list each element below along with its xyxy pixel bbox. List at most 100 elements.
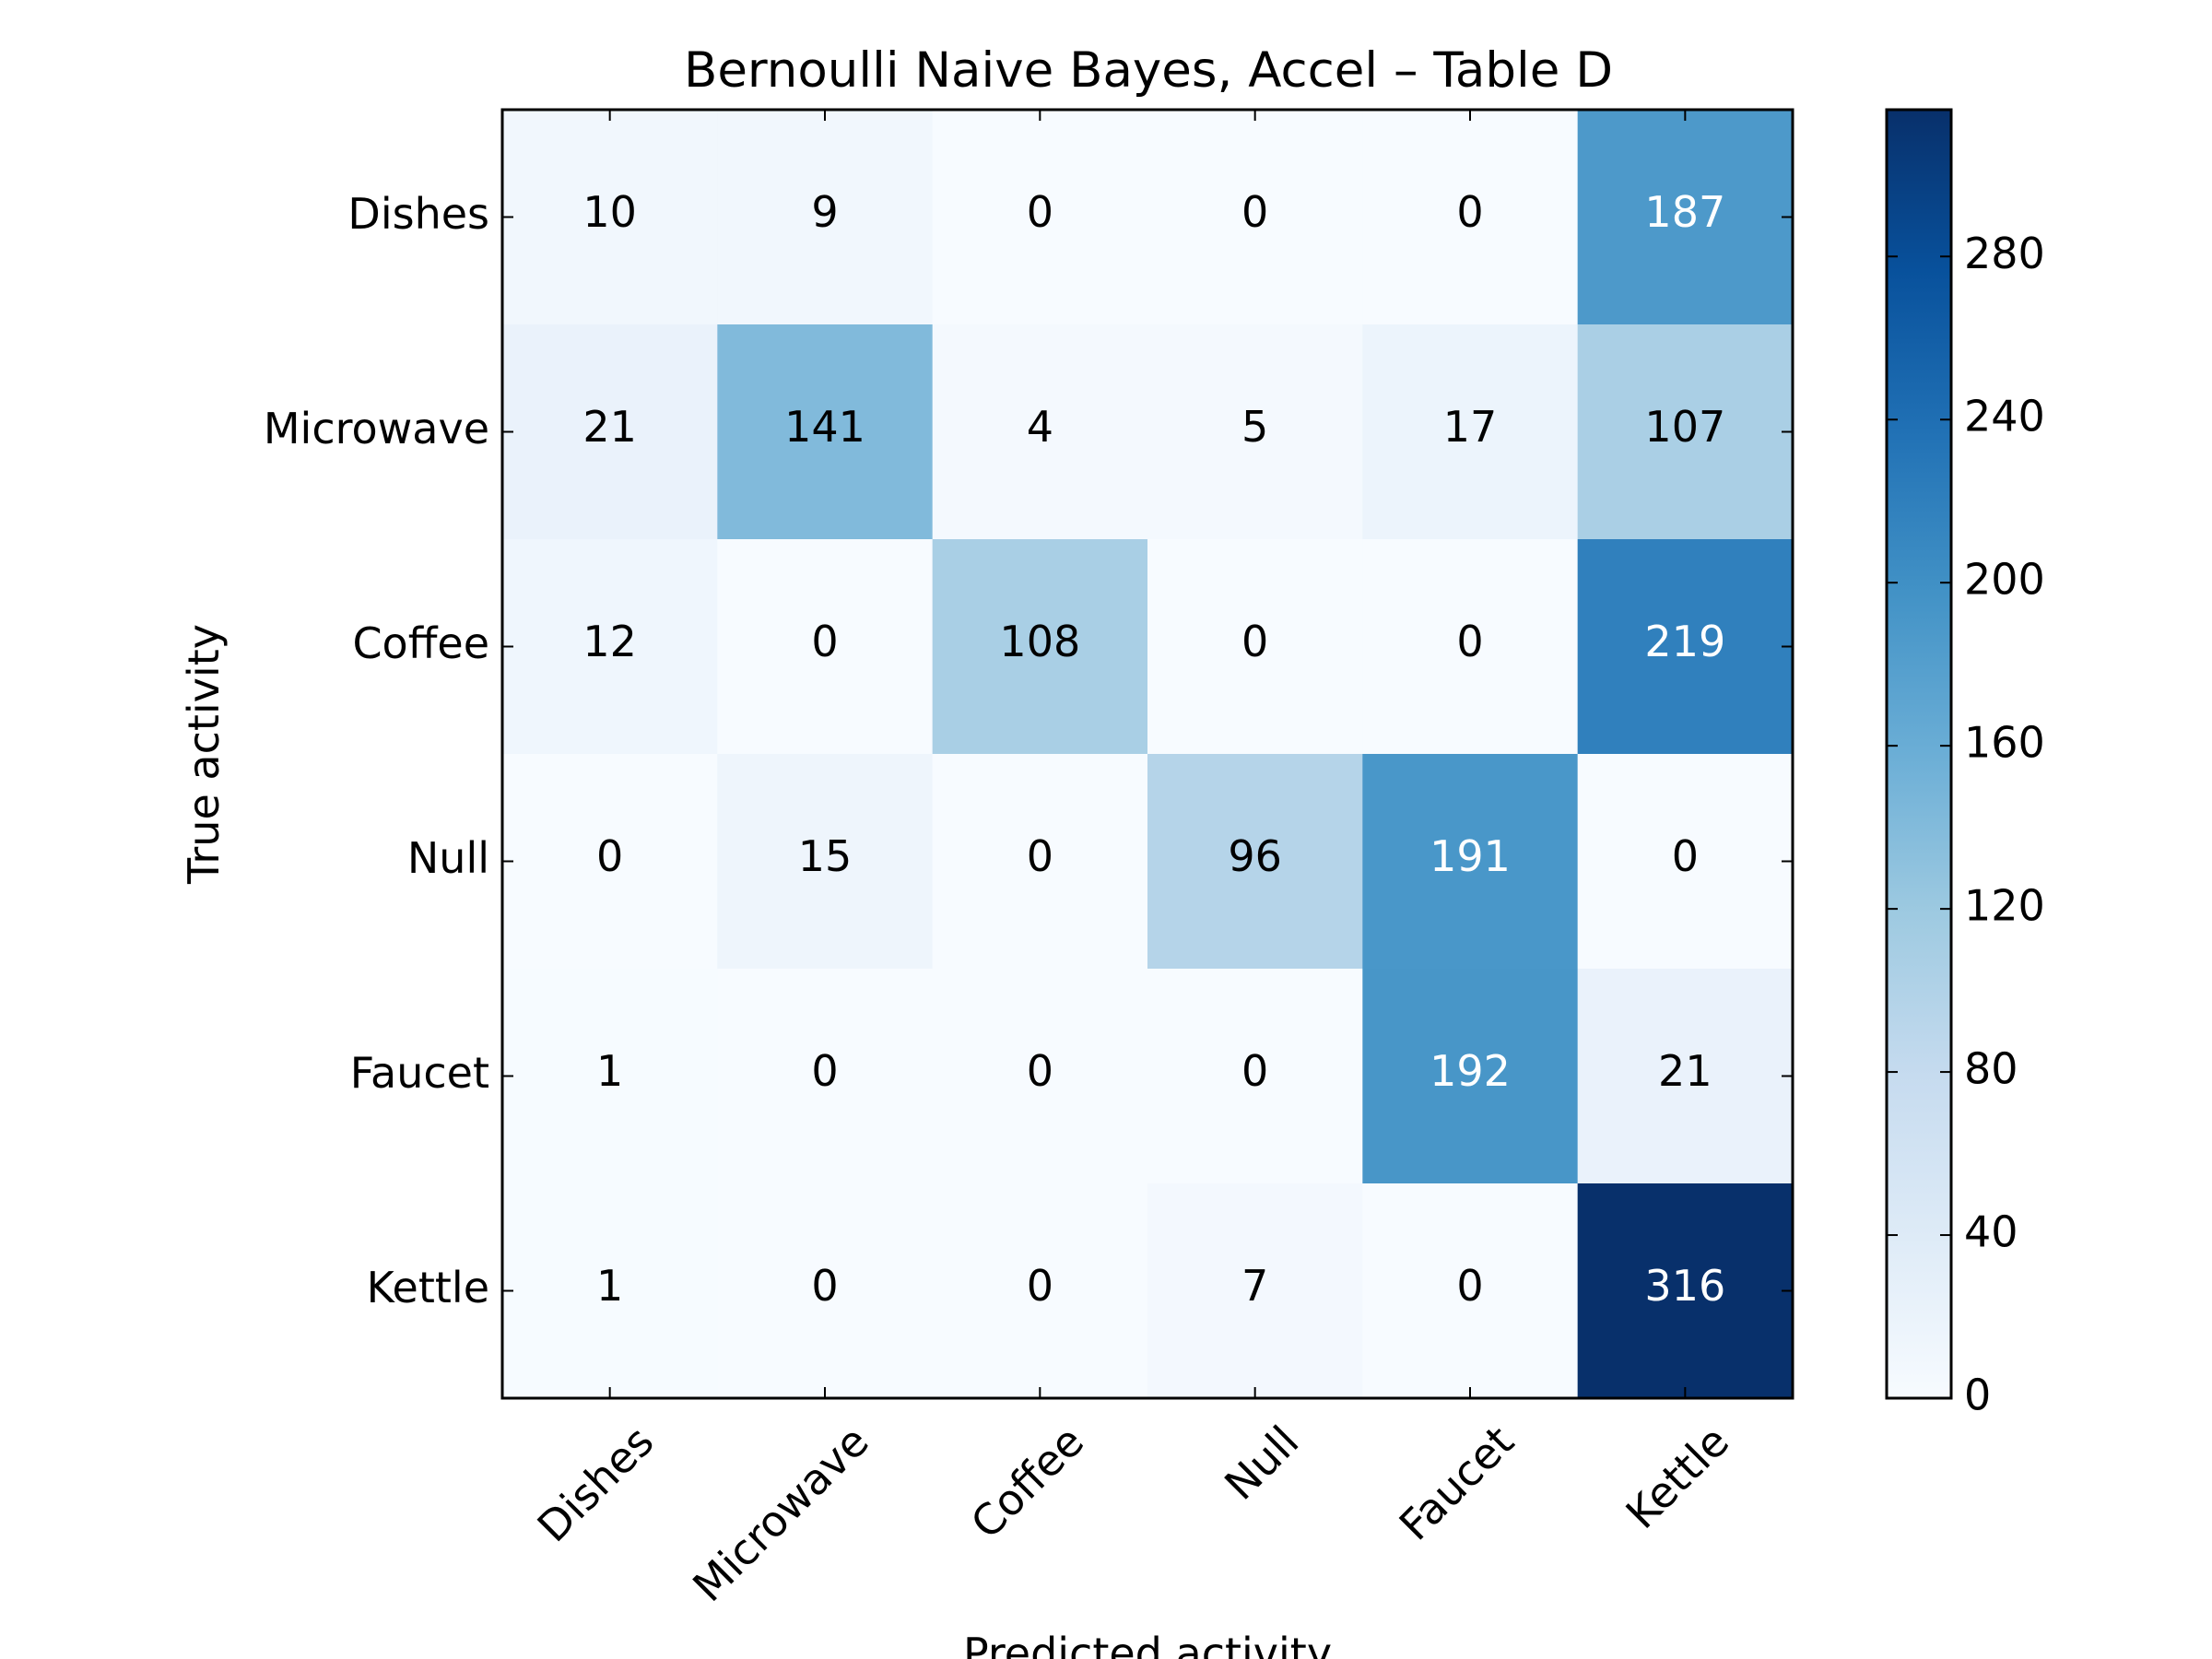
y-tick-label: Coffee: [352, 618, 489, 668]
colorbar-ticks: 0 40 80 120 160 200 240 280: [1887, 229, 2045, 1420]
cell-value-label: 0: [1241, 617, 1268, 666]
cell-value-label: 15: [798, 831, 853, 881]
heatmap-cell: [717, 969, 934, 1184]
heatmap-cell: [1362, 539, 1579, 755]
cell-value-label: 192: [1430, 1046, 1511, 1096]
x-tick-label: Faucet: [1390, 1417, 1524, 1550]
heatmap-cell: [932, 324, 1148, 540]
cell-value-label: 0: [1241, 187, 1268, 237]
cell-value-label: 17: [1443, 402, 1498, 452]
cell-value-label: 0: [1456, 1261, 1483, 1311]
heatmap-cell: [932, 969, 1148, 1184]
heatmap-cell: [1577, 539, 1794, 755]
cell-value-label: 21: [582, 402, 637, 452]
y-tick-label: Dishes: [347, 189, 489, 239]
colorbar-tick-label: 240: [1964, 392, 2045, 441]
y-axis-ticks: Dishes Microwave Coffee Null Faucet Kettle: [264, 189, 1793, 1312]
heatmap-cell: [1577, 754, 1794, 970]
heatmap-cell: [1362, 324, 1579, 540]
cell-value-label: 9: [811, 187, 838, 237]
cell-value-label: 5: [1241, 402, 1268, 452]
cell-value-label: 0: [811, 1046, 838, 1096]
x-tick-label: Microwave: [683, 1417, 878, 1612]
heatmap-cell: [932, 539, 1148, 755]
cell-value-label: 0: [1027, 187, 1053, 237]
heatmap-cell: [1147, 324, 1363, 540]
heatmap-cell: [717, 110, 934, 325]
cell-value-label: 0: [1672, 831, 1699, 881]
heatmap-cell: [1147, 110, 1363, 325]
cell-value-label: 12: [582, 617, 637, 666]
heatmap-cell: [1147, 969, 1363, 1184]
heatmap-cell: [1577, 1183, 1794, 1399]
y-axis-label: True activity: [179, 624, 229, 885]
heatmap-cell: [502, 110, 718, 325]
cell-value-label: 219: [1644, 617, 1725, 666]
x-axis-label: Predicted activity: [963, 1629, 1332, 1659]
cell-value-label: 0: [1456, 187, 1483, 237]
cell-value-label: 21: [1658, 1046, 1712, 1096]
plot-frame: [500, 108, 1794, 1400]
cell-value-label: 187: [1644, 187, 1725, 237]
heatmap-cell: [1362, 1183, 1579, 1399]
cell-value-label: 108: [999, 617, 1080, 666]
heatmap-cell: [1147, 1183, 1363, 1399]
heatmap-cell: [1577, 110, 1794, 325]
colorbar-tick-label: 40: [1964, 1207, 2018, 1257]
x-tick-label: Kettle: [1617, 1417, 1738, 1538]
heatmap-cell: [932, 754, 1148, 970]
x-tick-label: Coffee: [961, 1417, 1093, 1548]
cell-value-label: 0: [811, 1261, 838, 1311]
cell-value-label: 191: [1430, 831, 1511, 881]
heatmap-cells: [502, 110, 1794, 1399]
heatmap-cell: [502, 1183, 718, 1399]
y-tick-label: Kettle: [367, 1263, 489, 1312]
x-tick-label: Null: [1215, 1417, 1308, 1510]
cell-value-label: 4: [1027, 402, 1053, 452]
heatmap-cell: [1577, 969, 1794, 1184]
cell-value-label: 0: [1456, 617, 1483, 666]
heatmap-cell: [502, 969, 718, 1184]
colorbar-tick-label: 80: [1964, 1044, 2018, 1094]
cell-value-label: 1: [596, 1261, 623, 1311]
cell-value-label: 0: [1027, 1046, 1053, 1096]
y-tick-label: Faucet: [350, 1048, 489, 1098]
colorbar-tick-label: 160: [1964, 718, 2045, 768]
cell-value-label: 0: [596, 831, 623, 881]
cell-value-label: 10: [582, 187, 637, 237]
cell-value-label: 7: [1241, 1261, 1268, 1311]
colorbar-tick-label: 200: [1964, 555, 2045, 605]
heatmap-cell: [932, 110, 1148, 325]
heatmap-cell: [1362, 969, 1579, 1184]
cell-value-label: 316: [1644, 1261, 1725, 1311]
heatmap-cell: [1147, 539, 1363, 755]
colorbar-tick-label: 280: [1964, 229, 2045, 278]
cell-value-label: 0: [1027, 1261, 1053, 1311]
heatmap-cell: [1147, 754, 1363, 970]
heatmap-cell: [717, 754, 934, 970]
heatmap-cell: [502, 324, 718, 540]
heatmap-cell: [502, 539, 718, 755]
colorbar: [1885, 108, 1953, 1400]
y-tick-label: Microwave: [264, 404, 489, 453]
y-tick-label: Null: [407, 833, 489, 883]
heatmap-cell: [932, 1183, 1148, 1399]
colorbar-tick-label: 0: [1964, 1371, 1991, 1420]
heatmap-cell: [1577, 324, 1794, 540]
heatmap-cell: [717, 1183, 934, 1399]
colorbar-tick-label: 120: [1964, 881, 2045, 931]
cell-value-label: 107: [1644, 402, 1725, 452]
cell-value-label: 96: [1228, 831, 1282, 881]
heatmap-cell: [717, 324, 934, 540]
chart-title: Bernoulli Naive Bayes, Accel – Table D: [684, 42, 1613, 99]
heatmap-cell: [1362, 754, 1579, 970]
cell-value-label: 141: [784, 402, 865, 452]
cell-value-label: 0: [1241, 1046, 1268, 1096]
heatmap-cell: [1362, 110, 1579, 325]
heatmap-cell: [717, 539, 934, 755]
cell-value-label: 0: [1027, 831, 1053, 881]
heatmap-cell: [502, 754, 718, 970]
x-tick-label: Dishes: [528, 1417, 664, 1552]
